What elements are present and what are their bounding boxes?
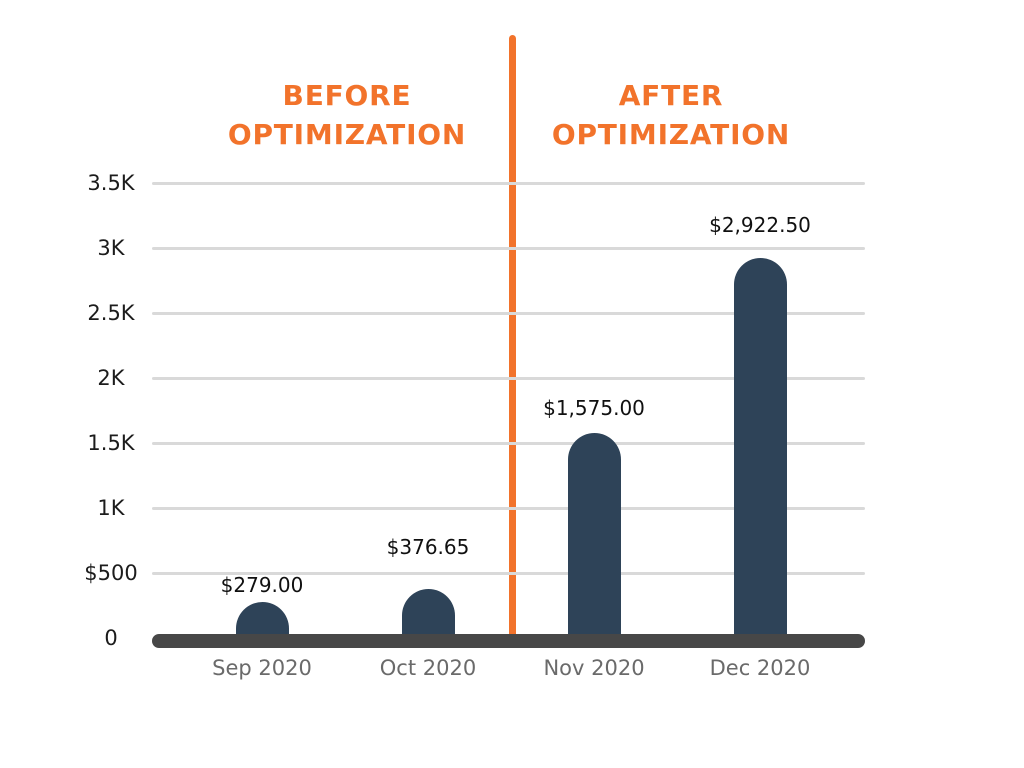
y-axis-tick-label: 3K [97,235,125,260]
bar-value-label: $1,575.00 [543,396,645,420]
after-optimization-title: AFTER OPTIMIZATION [551,79,791,151]
before-optimization-title: BEFORE OPTIMIZATION [227,79,467,151]
x-axis-category-label: Dec 2020 [709,656,811,680]
bar-value-label: $279.00 [220,573,304,597]
gridline [152,441,865,445]
gridline [152,571,865,575]
bar-dec-2020 [733,258,787,644]
gridline [152,506,865,510]
bar-value-label: $2,922.50 [709,213,811,237]
gridline [152,311,865,315]
x-axis-category-label: Sep 2020 [212,656,312,680]
bar-nov-2020 [567,433,621,644]
y-axis-tick-label: 2.5K [87,300,135,325]
gridline [152,376,865,380]
y-axis-tick-label: 2K [97,365,125,390]
bar-value-label: $376.65 [386,535,470,559]
gridline [152,246,865,250]
y-axis-tick-label: 0 [104,625,118,650]
x-axis-category-label: Oct 2020 [379,656,477,680]
y-axis-tick-label: 3.5K [87,170,135,195]
y-axis-tick-label: 1.5K [87,430,135,455]
y-axis-tick-label: 1K [97,495,125,520]
divider-line [509,35,516,641]
x-axis-line [152,634,865,648]
gridline [152,181,865,185]
y-axis-tick-label: $500 [84,560,138,585]
x-axis-category-label: Nov 2020 [543,656,645,680]
